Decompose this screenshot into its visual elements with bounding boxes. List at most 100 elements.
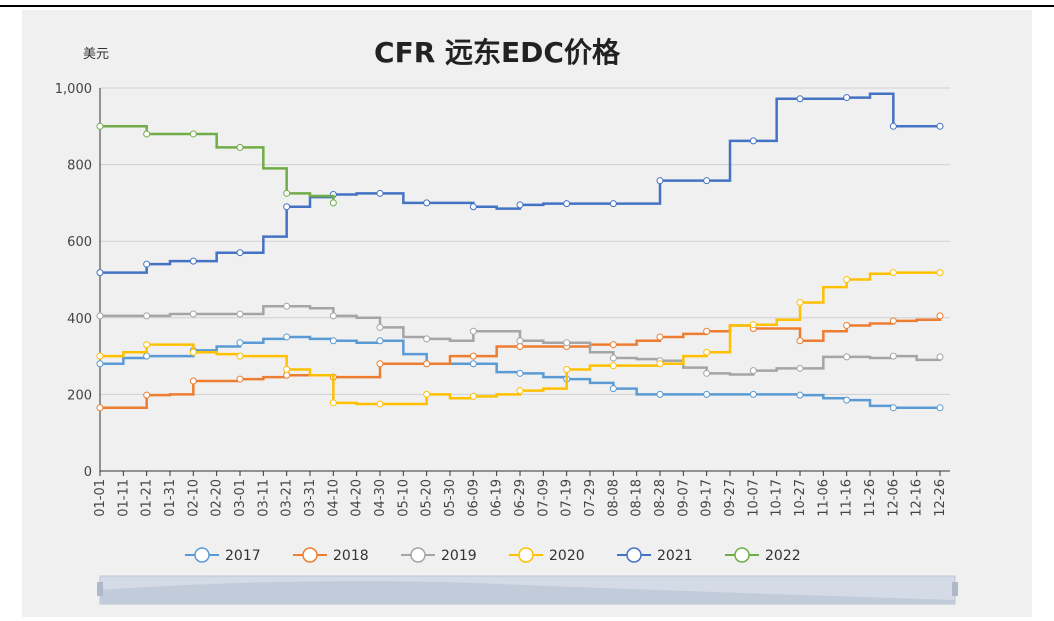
point-marker bbox=[189, 310, 197, 318]
x-tick-label: 05-30 bbox=[443, 479, 458, 517]
point-marker bbox=[656, 177, 664, 185]
point-marker bbox=[843, 276, 851, 283]
point-marker bbox=[96, 360, 104, 368]
point-marker bbox=[143, 341, 151, 349]
point-marker bbox=[796, 391, 804, 399]
point-marker bbox=[376, 323, 384, 331]
point-marker bbox=[283, 333, 291, 341]
x-tick-label: 03-01 bbox=[233, 479, 248, 517]
point-marker bbox=[469, 360, 477, 368]
legend-item[interactable]: 2019 bbox=[401, 547, 477, 564]
legend-marker bbox=[734, 547, 750, 563]
point-marker bbox=[189, 348, 197, 356]
point-marker bbox=[936, 312, 944, 320]
point-marker bbox=[283, 371, 291, 379]
x-tick-label: 10-17 bbox=[770, 479, 785, 517]
point-marker bbox=[96, 404, 104, 412]
slider-handle[interactable] bbox=[97, 582, 103, 596]
point-marker bbox=[889, 122, 897, 130]
y-tick-label: 1,000 bbox=[55, 82, 92, 97]
x-tick-label: 09-17 bbox=[700, 479, 715, 517]
x-tick-label: 04-20 bbox=[350, 479, 365, 517]
point-marker bbox=[796, 337, 804, 345]
point-marker bbox=[236, 249, 244, 257]
point-marker bbox=[843, 321, 851, 329]
point-marker bbox=[749, 321, 757, 329]
x-tick-label: 01-21 bbox=[140, 479, 155, 517]
legend-marker bbox=[518, 547, 534, 563]
x-tick-label: 06-09 bbox=[466, 479, 481, 517]
point-marker bbox=[283, 302, 291, 310]
point-marker bbox=[936, 122, 944, 130]
y-tick-label: 400 bbox=[67, 312, 92, 327]
point-marker bbox=[889, 317, 897, 325]
point-marker bbox=[843, 396, 851, 404]
point-marker bbox=[796, 298, 804, 306]
point-marker bbox=[96, 312, 104, 320]
point-marker bbox=[143, 130, 151, 138]
point-marker bbox=[703, 369, 711, 377]
point-marker bbox=[936, 353, 944, 361]
point-marker bbox=[189, 130, 197, 138]
point-marker bbox=[703, 327, 711, 335]
y-tick-label: 600 bbox=[67, 235, 92, 250]
point-marker bbox=[236, 310, 244, 318]
legend-item[interactable]: 2021 bbox=[617, 547, 693, 564]
point-marker bbox=[469, 327, 477, 335]
point-marker bbox=[796, 95, 804, 103]
point-marker bbox=[189, 377, 197, 385]
point-marker bbox=[749, 137, 757, 145]
y-axis-label: 美元 bbox=[83, 47, 109, 62]
point-marker bbox=[329, 399, 337, 407]
x-tick-label: 01-01 bbox=[93, 479, 108, 517]
point-marker bbox=[283, 203, 291, 211]
x-tick-label: 11-16 bbox=[840, 479, 855, 517]
x-tick-label: 05-20 bbox=[420, 479, 435, 517]
legend-label: 2018 bbox=[333, 548, 369, 564]
point-marker bbox=[516, 369, 524, 377]
legend-item[interactable]: 2020 bbox=[509, 547, 585, 564]
point-marker bbox=[516, 337, 524, 345]
point-marker bbox=[189, 257, 197, 265]
x-tick-label: 06-19 bbox=[490, 479, 505, 517]
point-marker bbox=[96, 269, 104, 277]
point-marker bbox=[843, 94, 851, 102]
point-marker bbox=[936, 269, 944, 277]
legend-item[interactable]: 2018 bbox=[293, 547, 369, 564]
point-marker bbox=[936, 404, 944, 412]
legend-item[interactable]: 2022 bbox=[725, 547, 801, 564]
point-marker bbox=[656, 360, 664, 368]
point-marker bbox=[143, 391, 151, 399]
legend-label: 2019 bbox=[441, 548, 477, 564]
point-marker bbox=[889, 352, 897, 360]
x-tick-label: 08-28 bbox=[653, 479, 668, 517]
slider-handle[interactable] bbox=[952, 582, 958, 596]
point-marker bbox=[516, 201, 524, 209]
x-tick-label: 04-10 bbox=[326, 479, 341, 517]
x-tick-label: 03-21 bbox=[280, 479, 295, 517]
legend-label: 2017 bbox=[225, 548, 261, 564]
point-marker bbox=[423, 335, 431, 343]
legend-marker bbox=[302, 547, 318, 563]
x-tick-label: 09-07 bbox=[676, 479, 691, 517]
point-marker bbox=[376, 360, 384, 368]
point-marker bbox=[656, 390, 664, 398]
x-tick-label: 07-09 bbox=[536, 479, 551, 517]
point-marker bbox=[609, 354, 617, 362]
x-tick-label: 12-06 bbox=[886, 479, 901, 517]
point-marker bbox=[329, 199, 337, 207]
legend-item[interactable]: 2017 bbox=[185, 547, 261, 564]
legend-marker bbox=[626, 547, 642, 563]
x-tick-label: 09-27 bbox=[723, 479, 738, 517]
point-marker bbox=[609, 385, 617, 393]
chart-title: CFR 远东EDC价格 bbox=[374, 36, 621, 69]
x-tick-label: 07-19 bbox=[560, 479, 575, 517]
x-tick-label: 12-26 bbox=[933, 479, 948, 517]
zoom-slider[interactable] bbox=[97, 575, 958, 605]
point-marker bbox=[143, 352, 151, 360]
legend-marker bbox=[194, 547, 210, 563]
point-marker bbox=[843, 353, 851, 361]
point-marker bbox=[703, 177, 711, 185]
point-marker bbox=[609, 341, 617, 349]
x-tick-label: 06-29 bbox=[513, 479, 528, 517]
